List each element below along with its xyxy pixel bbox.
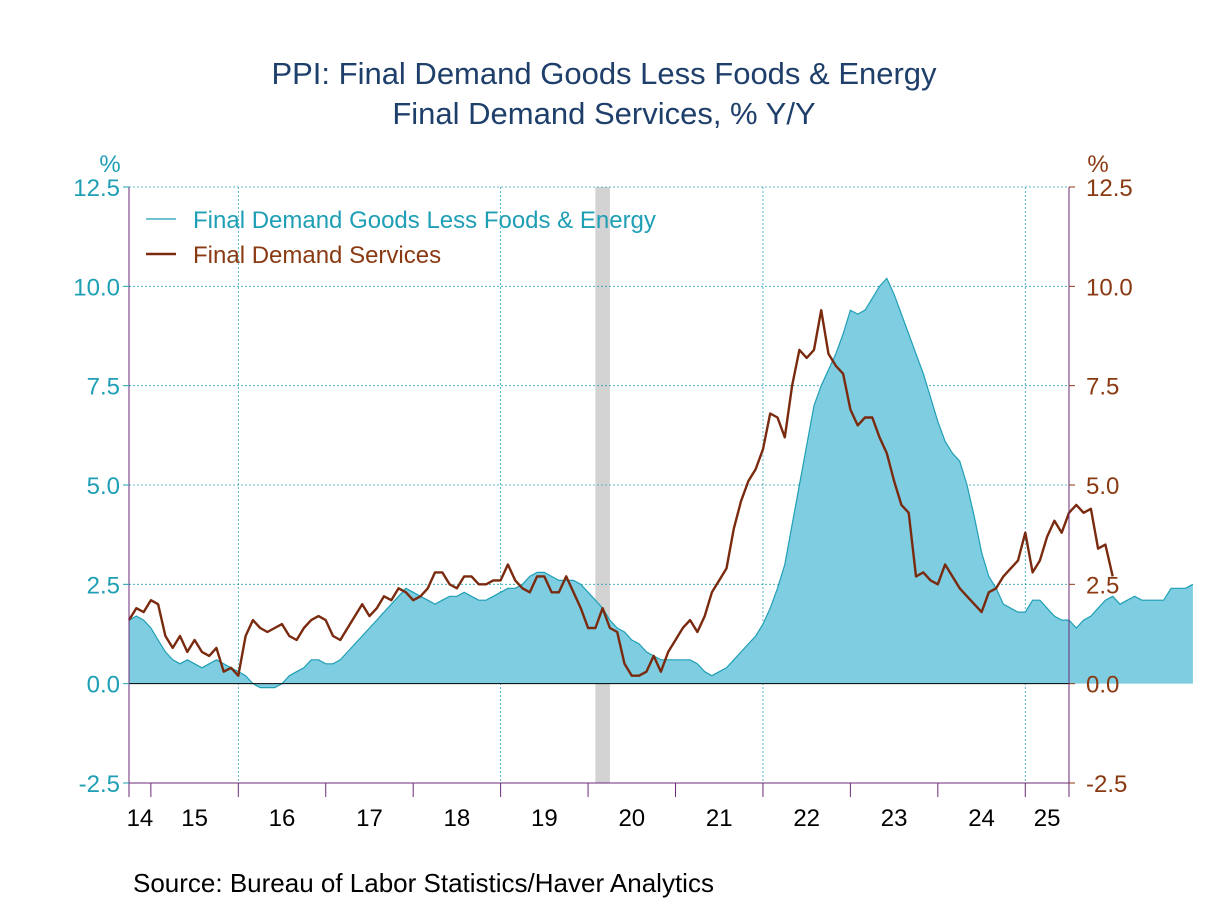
right-axis-unit: % xyxy=(1087,151,1108,178)
y-tick-label-right: -2.5 xyxy=(1086,771,1127,798)
x-tick-label: 17 xyxy=(356,805,383,832)
series-services-line xyxy=(127,309,1114,677)
chart-subtitle: Final Demand Services, % Y/Y xyxy=(392,96,816,131)
series-goods-area xyxy=(129,278,1193,688)
x-tick-label: 22 xyxy=(793,805,820,832)
x-tick-label: 16 xyxy=(269,805,296,832)
x-tick-label: 20 xyxy=(618,805,645,832)
legend-label-goods: Final Demand Goods Less Foods & Energy xyxy=(193,207,656,234)
x-tick-label: 24 xyxy=(968,805,995,832)
x-tick-label: 21 xyxy=(706,805,733,832)
y-tick-label-right: 10.0 xyxy=(1086,274,1133,301)
series-goods-line xyxy=(128,277,1194,689)
y-tick-label-right: 0.0 xyxy=(1086,672,1119,699)
y-tick-label-left: 5.0 xyxy=(87,473,120,500)
y-tick-label-right: 12.5 xyxy=(1086,175,1133,202)
x-tick-label: 14 xyxy=(127,805,154,832)
y-tick-label-left: 0.0 xyxy=(87,672,120,699)
y-tick-label-right: 2.5 xyxy=(1086,572,1119,599)
y-tick-label-right: 5.0 xyxy=(1086,473,1119,500)
x-tick-label: 25 xyxy=(1034,805,1061,832)
legend-label-services: Final Demand Services xyxy=(193,242,441,269)
x-tick-label: 19 xyxy=(531,805,558,832)
x-tick-label: 18 xyxy=(444,805,471,832)
source-note: Source: Bureau of Labor Statistics/Haver… xyxy=(133,868,714,898)
left-axis-unit: % xyxy=(99,151,120,178)
y-tick-label-left: 2.5 xyxy=(87,572,120,599)
y-tick-label-left: 10.0 xyxy=(73,274,120,301)
chart-title: PPI: Final Demand Goods Less Foods & Ene… xyxy=(271,56,937,91)
y-tick-label-right: 7.5 xyxy=(1086,374,1119,401)
x-tick-label: 15 xyxy=(181,805,208,832)
y-tick-label-left: -2.5 xyxy=(79,771,120,798)
x-tick-label: 23 xyxy=(881,805,908,832)
y-tick-label-left: 7.5 xyxy=(87,374,120,401)
y-tick-label-left: 12.5 xyxy=(73,175,120,202)
